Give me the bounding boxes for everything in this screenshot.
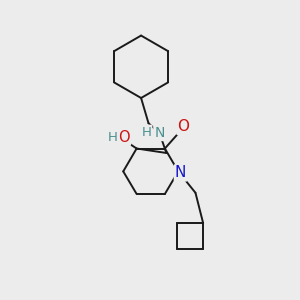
Text: N: N xyxy=(175,165,186,180)
Text: O: O xyxy=(118,130,130,145)
Text: N: N xyxy=(154,126,165,140)
Text: O: O xyxy=(178,119,190,134)
Text: H: H xyxy=(142,126,152,139)
Text: H: H xyxy=(107,131,117,144)
